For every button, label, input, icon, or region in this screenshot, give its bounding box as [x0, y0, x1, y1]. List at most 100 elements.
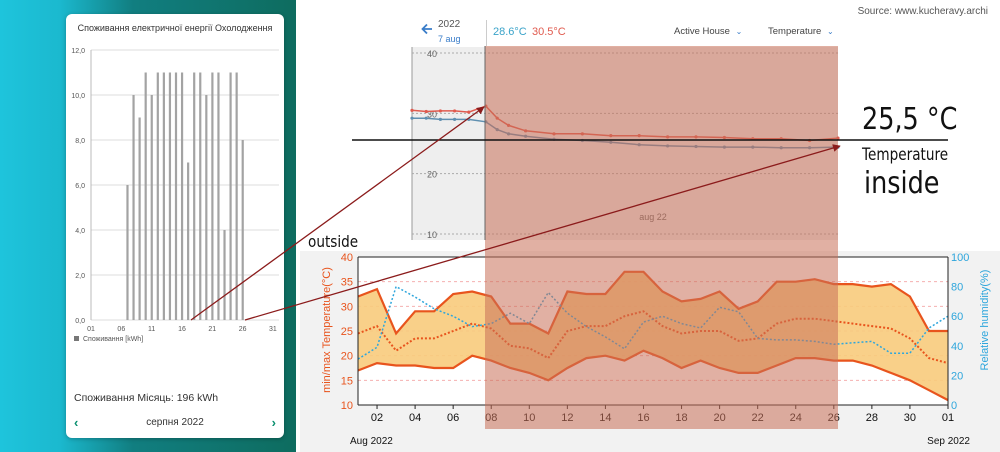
bar-day-19: [199, 72, 202, 320]
indoor-max-point: [424, 109, 428, 114]
temp-min-readout: 28.6°C: [493, 26, 527, 38]
inside-label-line1: Temperature: [862, 145, 949, 165]
bar-day-7: [126, 185, 129, 320]
energy-card: Споживання електричної енергії Охолоджен…: [66, 14, 284, 438]
humidity-y-tick-label: 0: [951, 400, 957, 412]
month-label: серпня 2022: [146, 417, 204, 428]
indoor-min-point: [453, 117, 457, 121]
arrow-to-period-start: [190, 106, 485, 321]
y-tick-label: 12,0: [71, 48, 85, 55]
x-tick-label: 01: [87, 326, 95, 333]
bar-day-20: [205, 95, 208, 320]
temp-axis-title: min/max Temperature(°C): [321, 267, 333, 393]
bar-day-12: [156, 72, 159, 320]
temp-max-readout: 30.5°C: [532, 26, 566, 38]
bar-day-11: [150, 95, 153, 320]
bar-day-16: [180, 72, 184, 320]
arrow-left-icon: [421, 23, 432, 35]
chevron-left-icon[interactable]: ‹: [74, 415, 79, 430]
legend-swatch: [74, 336, 79, 341]
metric-select[interactable]: Temperature ⌄: [768, 26, 834, 37]
bar-day-22: [217, 72, 220, 320]
outdoor-x-tick-label: 02: [371, 412, 383, 424]
arrow-to-period-end: [244, 144, 841, 321]
x-tick-label: 31: [269, 326, 277, 333]
x-tick-label: 21: [208, 326, 216, 333]
indoor-y-tick-label: 40: [427, 49, 437, 59]
outdoor-x-tick-label: 28: [866, 412, 878, 424]
x-tick-label: 06: [117, 326, 125, 333]
energy-bar-chart: 0,0 2,0 4,0 6,0 8,0 10,0 12,0 01 06 11 16 21 26 31 Спо…: [71, 48, 279, 343]
header-divider: [486, 20, 487, 46]
bar-day-8: [132, 95, 135, 320]
indoor-max-point: [467, 110, 471, 114]
humidity-y-tick-label: 40: [951, 341, 963, 353]
inside-label-line2: inside: [864, 166, 940, 201]
inside-value-annotation: 25,5 °C: [862, 102, 958, 137]
bar-day-9: [138, 117, 141, 320]
chevron-down-icon: ⌄: [826, 27, 834, 36]
x-tick-label: 11: [148, 326, 155, 333]
outdoor-x-tick-label: 30: [904, 412, 916, 424]
outdoor-end-date: Sep 2022: [927, 436, 970, 447]
month-navigation: ‹ серпня 2022 ›: [74, 415, 276, 431]
temp-y-tick-label: 30: [341, 301, 353, 313]
outdoor-x-tick-label: 01: [942, 412, 954, 424]
bar-day-10: [144, 72, 147, 320]
temp-y-tick-label: 10: [341, 400, 353, 412]
bar-day-24: [229, 72, 232, 320]
outdoor-x-tick-label: 06: [447, 412, 459, 424]
indoor-max-point: [438, 109, 442, 113]
house-select-value: Active House: [674, 26, 730, 37]
bar-day-21: [211, 72, 214, 320]
indoor-y-tick-label: 10: [427, 230, 437, 240]
y-tick-label: 10,0: [71, 93, 85, 100]
indoor-min-point: [438, 117, 442, 121]
bar-day-15: [174, 72, 178, 320]
indoor-y-tick-label: 30: [427, 109, 437, 119]
house-select[interactable]: Active House ⌄: [674, 26, 742, 37]
x-tick-label: 26: [239, 326, 247, 333]
y-tick-label: 0,0: [75, 318, 85, 325]
x-tick-label: 16: [178, 326, 186, 333]
outdoor-start-date: Aug 2022: [350, 436, 393, 447]
temp-y-tick-label: 35: [341, 277, 353, 289]
bar-day-17: [187, 162, 190, 320]
y-tick-label: 6,0: [75, 183, 85, 190]
selected-period-highlight: [485, 46, 838, 429]
month-total: Споживання Місяць: 196 kWh: [74, 392, 219, 404]
temp-y-tick-label: 40: [341, 252, 353, 264]
humidity-y-tick-label: 20: [951, 370, 963, 382]
y-tick-label: 8,0: [75, 138, 85, 145]
bar-day-23: [223, 230, 226, 320]
humidity-y-tick-label: 100: [951, 252, 969, 264]
temp-y-tick-label: 25: [341, 326, 353, 338]
header-year: 2022: [438, 19, 461, 30]
bar-day-18: [193, 72, 196, 320]
header-date: 7 aug: [438, 34, 461, 44]
y-tick-label: 2,0: [75, 273, 85, 280]
indoor-y-tick-label: 20: [427, 170, 437, 180]
bar-day-14: [168, 72, 172, 320]
bar-day-26: [241, 140, 244, 320]
indoor-max-point: [410, 108, 414, 112]
source-credit: Source: www.kucheravy.archi: [857, 6, 988, 17]
humidity-axis-title: Relative humidity(%): [979, 270, 991, 371]
temp-y-tick-label: 20: [341, 351, 353, 363]
chevron-right-icon[interactable]: ›: [271, 415, 276, 430]
y-tick-label: 4,0: [75, 228, 85, 235]
humidity-y-tick-label: 60: [951, 311, 963, 323]
energy-card-title: Споживання електричної енергії Охолоджен…: [77, 23, 273, 33]
bar-day-25: [235, 72, 238, 320]
bar-day-13: [162, 72, 165, 320]
humidity-y-tick-label: 80: [951, 282, 963, 294]
back-button[interactable]: [420, 22, 436, 38]
temp-y-tick-label: 15: [341, 375, 353, 387]
outdoor-x-tick-label: 04: [409, 412, 421, 424]
chevron-down-icon: ⌄: [735, 27, 743, 36]
indoor-min-point: [424, 116, 428, 120]
legend-label: Споживання [kWh]: [83, 336, 143, 343]
indoor-max-point: [453, 109, 457, 113]
indoor-min-point: [410, 116, 414, 120]
